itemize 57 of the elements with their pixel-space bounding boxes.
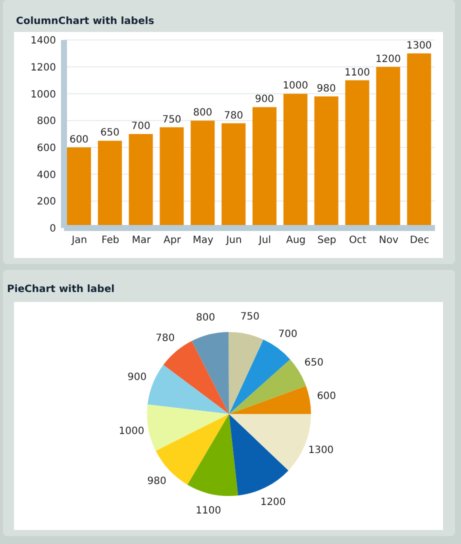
data-label: 1100	[196, 505, 222, 516]
y-tick-label: 0	[50, 224, 56, 235]
data-label: 980	[316, 83, 336, 94]
pie-slice	[228, 332, 264, 414]
y-tick-label: 1400	[30, 36, 56, 47]
pie-slice	[187, 414, 238, 496]
x-tick-label: Jun	[225, 235, 242, 246]
x-tick-label: Jan	[70, 235, 88, 246]
y-tick-label: 1000	[30, 89, 56, 100]
data-label: 1200	[375, 54, 401, 65]
pie-slice	[229, 386, 311, 414]
data-label: 800	[196, 312, 216, 324]
x-tick-label: Jul	[258, 235, 271, 246]
data-label: 650	[100, 128, 120, 139]
x-tick-label: Aug	[286, 235, 306, 246]
x-tick-label: May	[192, 235, 214, 246]
data-label: 650	[304, 358, 324, 369]
pie-slice	[229, 414, 288, 496]
data-label: 1100	[344, 67, 370, 78]
pie-slice	[229, 340, 290, 414]
data-label: 1200	[260, 497, 286, 508]
x-tick-label: Oct	[349, 235, 366, 246]
pie-slice	[192, 332, 229, 414]
data-label: 750	[162, 114, 182, 126]
x-tick-label: Sep	[317, 235, 336, 246]
x-tick-label: Apr	[164, 235, 182, 246]
data-label: 600	[69, 134, 89, 146]
x-tick-label: Dec	[410, 235, 430, 246]
data-label: 700	[131, 121, 150, 132]
y-tick-label: 1200	[30, 62, 56, 74]
y-tick-label: 600	[36, 142, 56, 154]
data-label: 750	[240, 312, 260, 323]
x-tick-label: Nov	[378, 235, 398, 246]
y-tick-label: 800	[36, 116, 56, 128]
y-tick-label: 200	[36, 196, 56, 208]
pie-slice	[147, 404, 229, 451]
chart-title: ColumnChart with labels	[16, 16, 154, 27]
pie-slice	[148, 364, 229, 414]
chart-title: PieChart with label	[7, 284, 115, 295]
x-tick-label: Feb	[102, 235, 120, 246]
y-tick-label: 400	[36, 170, 56, 181]
data-label: 900	[254, 94, 274, 106]
data-label: 900	[128, 372, 147, 383]
data-label: 1300	[308, 445, 334, 456]
data-label: 780	[156, 332, 175, 344]
data-label: 800	[193, 108, 212, 119]
data-label: 1000	[282, 80, 308, 92]
x-tick-label: Mar	[132, 235, 152, 246]
pie-slice	[163, 341, 229, 414]
data-label: 1300	[406, 40, 432, 52]
data-label: 600	[316, 391, 336, 402]
pie-slice	[229, 359, 306, 414]
data-label: 700	[278, 328, 298, 340]
data-label: 780	[224, 110, 244, 122]
pie-slice	[229, 414, 311, 470]
data-label: 1000	[118, 426, 144, 437]
data-label: 980	[147, 476, 166, 488]
